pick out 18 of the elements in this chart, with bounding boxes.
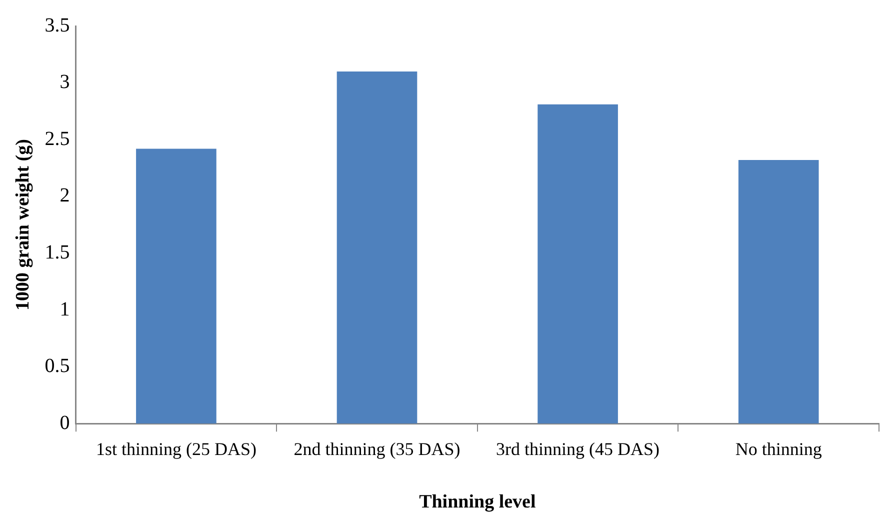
y-tick-label: 0	[60, 412, 70, 434]
y-tick-label: 0.5	[44, 355, 70, 378]
y-tick-label: 1.5	[44, 241, 70, 264]
x-axis-title: Thinning level	[419, 492, 536, 513]
y-tick-label: 2.5	[44, 128, 70, 150]
bar	[336, 71, 418, 424]
y-tick-label: 3	[60, 71, 70, 94]
x-tick-label: 2nd thinning (35 DAS)	[294, 439, 460, 460]
bar	[136, 148, 216, 424]
x-tick-label: 3rd thinning (45 DAS)	[496, 439, 660, 460]
x-tick-label: 1st thinning (25 DAS)	[96, 439, 256, 460]
bar	[738, 160, 819, 424]
bar	[538, 104, 618, 424]
x-tick-label: No thinning	[735, 439, 822, 460]
y-tick-label: 1	[60, 298, 70, 320]
y-tick-label: 2	[60, 184, 70, 207]
y-tick-label: 3.5	[44, 14, 70, 36]
y-axis-title: 1000 grain weight (g)	[12, 139, 34, 311]
